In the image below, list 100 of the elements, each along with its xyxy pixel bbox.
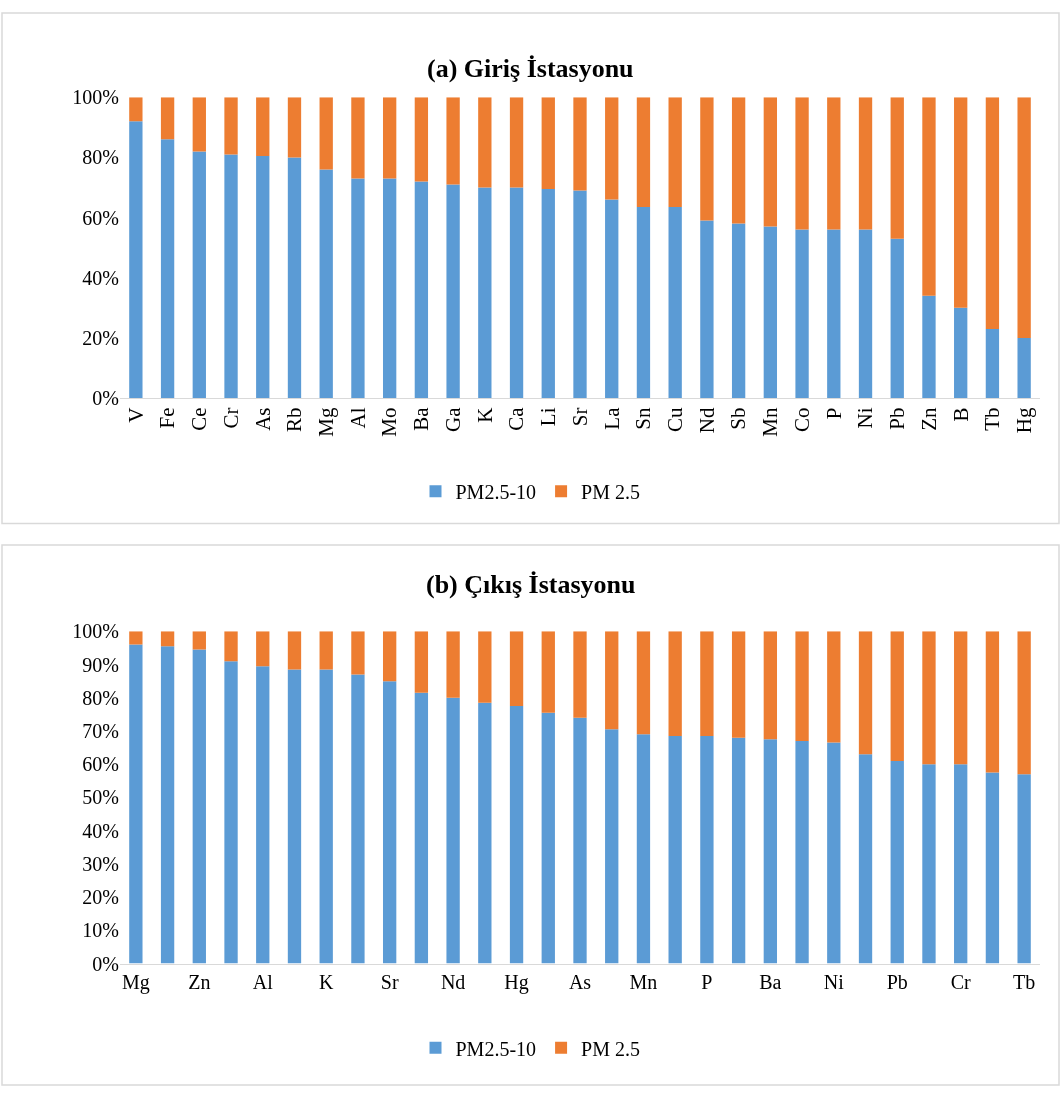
bar <box>985 97 1000 329</box>
bar <box>160 646 175 964</box>
bar <box>795 740 809 964</box>
bar <box>351 178 365 399</box>
x-tick-label: Cr <box>950 970 972 993</box>
bar <box>160 97 175 140</box>
bar <box>224 154 238 399</box>
bar <box>414 692 429 964</box>
x-tick-label: Ni <box>823 970 845 993</box>
bar <box>858 229 873 399</box>
y-tick-label: 100% <box>72 620 119 643</box>
bar <box>478 187 492 399</box>
bar <box>129 121 143 399</box>
bar <box>605 199 619 399</box>
y-tick-label: 10% <box>82 919 119 942</box>
bar <box>224 631 238 662</box>
bar <box>573 97 587 191</box>
x-tick-label: Mn <box>629 970 658 993</box>
bar <box>731 97 746 224</box>
x-tick-label: Ce <box>187 407 212 431</box>
bar <box>256 666 270 964</box>
bar <box>890 631 904 761</box>
x-tick-label: Sn <box>631 406 656 430</box>
bar <box>573 717 587 964</box>
bar <box>827 97 841 230</box>
bar <box>858 754 873 964</box>
bar <box>795 97 809 230</box>
x-tick-label: Nd <box>694 406 719 434</box>
x-tick-label: Ca <box>504 406 529 431</box>
x-tick-label: Rb <box>282 407 307 432</box>
y-tick-label: 50% <box>82 786 119 809</box>
bar <box>890 760 904 964</box>
x-tick-label: Cu <box>662 406 687 432</box>
x-tick-label: Sr <box>567 407 592 427</box>
x-tick-label: Nd <box>440 970 466 993</box>
bar <box>319 97 333 170</box>
bar <box>922 97 936 296</box>
x-tick-label: Mg <box>314 407 339 437</box>
bar <box>541 712 555 964</box>
bar <box>382 178 397 399</box>
bar <box>731 223 746 399</box>
x-tick-label: Ba <box>759 970 782 993</box>
x-tick-label: Li <box>536 407 561 427</box>
bar <box>763 226 778 399</box>
bar <box>287 157 302 399</box>
y-tick-label: 20% <box>82 326 119 349</box>
x-tick-label: Mn <box>758 407 783 437</box>
bar <box>763 631 778 740</box>
x-tick-label: Al <box>345 407 370 429</box>
bar <box>890 238 904 399</box>
bar <box>509 187 524 399</box>
bar <box>1017 97 1031 338</box>
bar <box>985 631 1000 773</box>
bar <box>414 97 429 182</box>
x-tick-label: B <box>948 407 973 422</box>
y-tick-label: 90% <box>82 653 119 676</box>
bar <box>478 702 492 964</box>
bar <box>129 631 143 645</box>
bar <box>541 189 555 399</box>
x-tick-label: Pb <box>886 970 908 993</box>
bar <box>605 631 619 730</box>
bar <box>287 97 302 158</box>
y-tick-label: 80% <box>82 686 119 709</box>
bar <box>605 97 619 200</box>
y-tick-label: 60% <box>82 753 119 776</box>
bar <box>1017 631 1031 775</box>
bar <box>1017 337 1031 399</box>
bar <box>731 737 746 964</box>
bar <box>573 631 587 718</box>
y-tick-label: 100% <box>72 86 119 109</box>
bar <box>922 295 936 399</box>
bar <box>763 739 778 964</box>
y-tick-label: 30% <box>82 852 119 875</box>
bar <box>446 697 460 964</box>
bar <box>922 764 936 964</box>
x-tick-label: As <box>250 407 275 431</box>
bar <box>446 184 460 399</box>
legend-label: PM2.5-10 <box>455 1037 537 1060</box>
bar <box>509 706 524 964</box>
legend-label: PM2.5-10 <box>455 480 537 503</box>
bar <box>192 97 206 152</box>
bar <box>890 97 904 239</box>
bar <box>668 97 682 208</box>
bar <box>954 307 968 399</box>
y-tick-label: 0% <box>92 952 119 975</box>
bar <box>509 97 524 188</box>
bar <box>382 97 397 179</box>
bar <box>541 631 555 713</box>
bar <box>192 649 206 964</box>
bar <box>827 229 841 399</box>
bar <box>319 169 333 399</box>
bar <box>478 631 492 703</box>
y-tick-label: 60% <box>82 206 119 229</box>
y-tick-label: 20% <box>82 886 119 909</box>
bar <box>636 207 651 399</box>
x-tick-label: Ba <box>409 406 434 431</box>
x-tick-label: Mg <box>121 970 150 994</box>
bar <box>192 151 206 399</box>
bar <box>287 631 302 670</box>
y-tick-label: 80% <box>82 146 119 169</box>
